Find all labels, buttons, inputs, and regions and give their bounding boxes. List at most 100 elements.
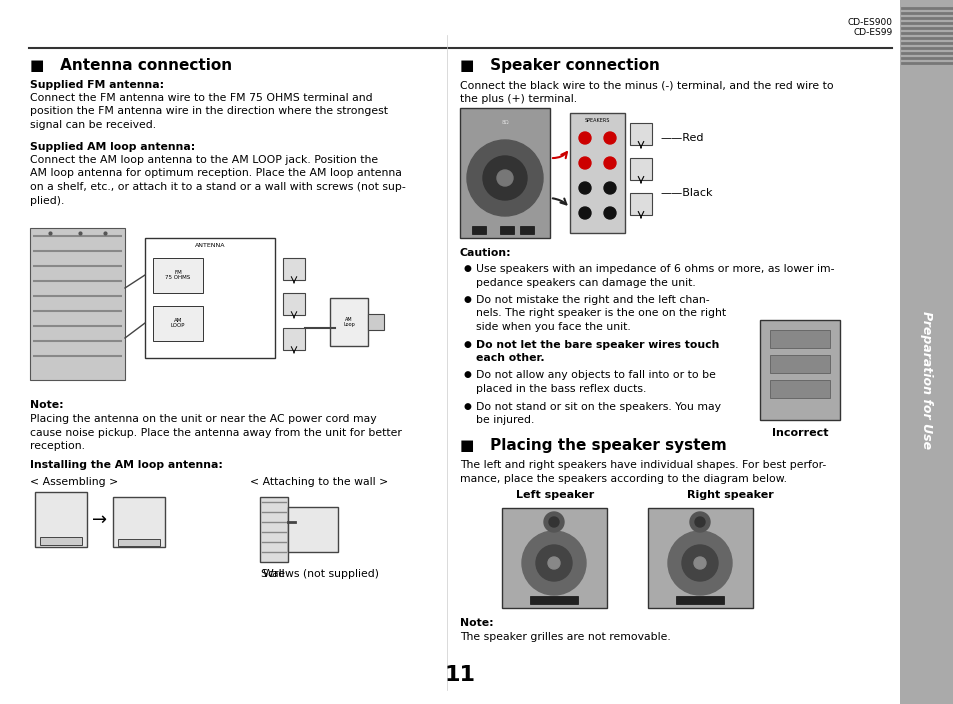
Bar bbox=[152, 258, 203, 293]
Text: Do not stand or sit on the speakers. You may: Do not stand or sit on the speakers. You… bbox=[476, 401, 720, 412]
Circle shape bbox=[603, 132, 616, 144]
Text: Connect the FM antenna wire to the FM 75 OHMS terminal and: Connect the FM antenna wire to the FM 75… bbox=[30, 93, 373, 103]
Text: CD-ES900: CD-ES900 bbox=[847, 18, 892, 27]
Text: Note:: Note: bbox=[459, 618, 493, 628]
Text: plied).: plied). bbox=[30, 196, 64, 206]
Text: Screws (not supplied): Screws (not supplied) bbox=[261, 569, 378, 579]
Text: AM loop antenna for optimum reception. Place the AM loop antenna: AM loop antenna for optimum reception. P… bbox=[30, 168, 401, 179]
Bar bbox=[283, 258, 305, 280]
Circle shape bbox=[578, 157, 590, 169]
Text: ——Red: ——Red bbox=[659, 133, 702, 143]
Text: < Attaching to the wall >: < Attaching to the wall > bbox=[250, 477, 388, 487]
Bar bbox=[647, 508, 752, 608]
Bar bbox=[40, 537, 82, 545]
Bar bbox=[629, 158, 651, 180]
Text: reception.: reception. bbox=[30, 441, 85, 451]
Bar bbox=[501, 508, 606, 608]
Bar bbox=[769, 330, 829, 348]
Bar bbox=[288, 507, 337, 552]
Bar bbox=[760, 320, 840, 420]
Circle shape bbox=[603, 157, 616, 169]
Text: ■   Speaker connection: ■ Speaker connection bbox=[459, 58, 659, 73]
Text: FM
75 OHMS: FM 75 OHMS bbox=[165, 270, 191, 280]
Circle shape bbox=[603, 207, 616, 219]
Text: cause noise pickup. Place the antenna away from the unit for better: cause noise pickup. Place the antenna aw… bbox=[30, 427, 401, 437]
Text: AM
LOOP: AM LOOP bbox=[171, 318, 185, 328]
Text: < Assembling >: < Assembling > bbox=[30, 477, 118, 487]
Text: Placing the antenna on the unit or near the AC power cord may: Placing the antenna on the unit or near … bbox=[30, 414, 376, 424]
Text: ●: ● bbox=[463, 370, 472, 379]
Text: Incorrect: Incorrect bbox=[771, 428, 827, 438]
Text: ●: ● bbox=[463, 264, 472, 273]
Text: Use speakers with an impedance of 6 ohms or more, as lower im-: Use speakers with an impedance of 6 ohms… bbox=[476, 264, 834, 274]
Bar bbox=[769, 355, 829, 373]
Bar bbox=[530, 596, 578, 604]
Bar bbox=[676, 596, 723, 604]
Circle shape bbox=[667, 531, 731, 595]
Text: Supplied FM antenna:: Supplied FM antenna: bbox=[30, 80, 164, 90]
Circle shape bbox=[695, 517, 704, 527]
Text: Supplied AM loop antenna:: Supplied AM loop antenna: bbox=[30, 142, 195, 152]
Circle shape bbox=[578, 207, 590, 219]
Text: the plus (+) terminal.: the plus (+) terminal. bbox=[459, 94, 577, 103]
Text: pedance speakers can damage the unit.: pedance speakers can damage the unit. bbox=[476, 277, 695, 287]
Bar bbox=[283, 328, 305, 350]
Text: Note:: Note: bbox=[30, 400, 64, 410]
Text: Right speaker: Right speaker bbox=[686, 490, 773, 500]
Circle shape bbox=[497, 170, 513, 186]
Text: Do not allow any objects to fall into or to be: Do not allow any objects to fall into or… bbox=[476, 370, 715, 380]
Text: each other.: each other. bbox=[476, 353, 544, 363]
Bar bbox=[118, 539, 160, 546]
Bar bbox=[519, 226, 534, 234]
Text: placed in the bass reflex ducts.: placed in the bass reflex ducts. bbox=[476, 384, 646, 394]
Circle shape bbox=[603, 182, 616, 194]
Text: ANTENNA: ANTENNA bbox=[194, 243, 225, 248]
Bar bbox=[152, 306, 203, 341]
Text: Connect the black wire to the minus (-) terminal, and the red wire to: Connect the black wire to the minus (-) … bbox=[459, 80, 833, 90]
Text: ●: ● bbox=[463, 401, 472, 410]
Text: nels. The right speaker is the one on the right: nels. The right speaker is the one on th… bbox=[476, 308, 725, 318]
Text: AM
Loop: AM Loop bbox=[343, 317, 355, 327]
Text: 8Ω: 8Ω bbox=[500, 120, 508, 125]
Text: The speaker grilles are not removable.: The speaker grilles are not removable. bbox=[459, 632, 670, 642]
Bar bbox=[629, 123, 651, 145]
Circle shape bbox=[521, 531, 585, 595]
Text: →: → bbox=[92, 511, 108, 529]
Bar bbox=[459, 108, 550, 238]
Text: ●: ● bbox=[463, 295, 472, 304]
Circle shape bbox=[467, 140, 542, 216]
Text: SPEAKERS: SPEAKERS bbox=[583, 118, 609, 123]
Bar bbox=[260, 497, 288, 562]
Circle shape bbox=[693, 557, 705, 569]
Circle shape bbox=[689, 512, 709, 532]
Text: Do not mistake the right and the left chan-: Do not mistake the right and the left ch… bbox=[476, 295, 709, 305]
Bar bbox=[112, 497, 165, 547]
Text: Do not let the bare speaker wires touch: Do not let the bare speaker wires touch bbox=[476, 339, 719, 349]
Text: CD-ES99: CD-ES99 bbox=[853, 28, 892, 37]
Text: ■   Antenna connection: ■ Antenna connection bbox=[30, 58, 232, 73]
Circle shape bbox=[536, 545, 572, 581]
Text: position the FM antenna wire in the direction where the strongest: position the FM antenna wire in the dire… bbox=[30, 106, 388, 116]
Text: Preparation for Use: Preparation for Use bbox=[920, 311, 933, 449]
Circle shape bbox=[547, 557, 559, 569]
Circle shape bbox=[548, 517, 558, 527]
Bar bbox=[629, 193, 651, 215]
Bar bbox=[283, 293, 305, 315]
Text: mance, place the speakers according to the diagram below.: mance, place the speakers according to t… bbox=[459, 474, 786, 484]
Text: The left and right speakers have individual shapes. For best perfor-: The left and right speakers have individ… bbox=[459, 460, 825, 470]
Bar bbox=[145, 238, 274, 358]
Text: Connect the AM loop antenna to the AM LOOP jack. Position the: Connect the AM loop antenna to the AM LO… bbox=[30, 155, 377, 165]
Text: Left speaker: Left speaker bbox=[516, 490, 594, 500]
Text: Installing the AM loop antenna:: Installing the AM loop antenna: bbox=[30, 460, 223, 470]
Text: ■   Placing the speaker system: ■ Placing the speaker system bbox=[459, 438, 726, 453]
Bar bbox=[769, 380, 829, 398]
Bar bbox=[499, 226, 514, 234]
Text: be injured.: be injured. bbox=[476, 415, 534, 425]
Bar bbox=[899, 0, 953, 704]
Text: ●: ● bbox=[463, 339, 472, 348]
Circle shape bbox=[681, 545, 718, 581]
Circle shape bbox=[578, 182, 590, 194]
Circle shape bbox=[578, 132, 590, 144]
Circle shape bbox=[543, 512, 563, 532]
Text: Caution:: Caution: bbox=[459, 248, 511, 258]
